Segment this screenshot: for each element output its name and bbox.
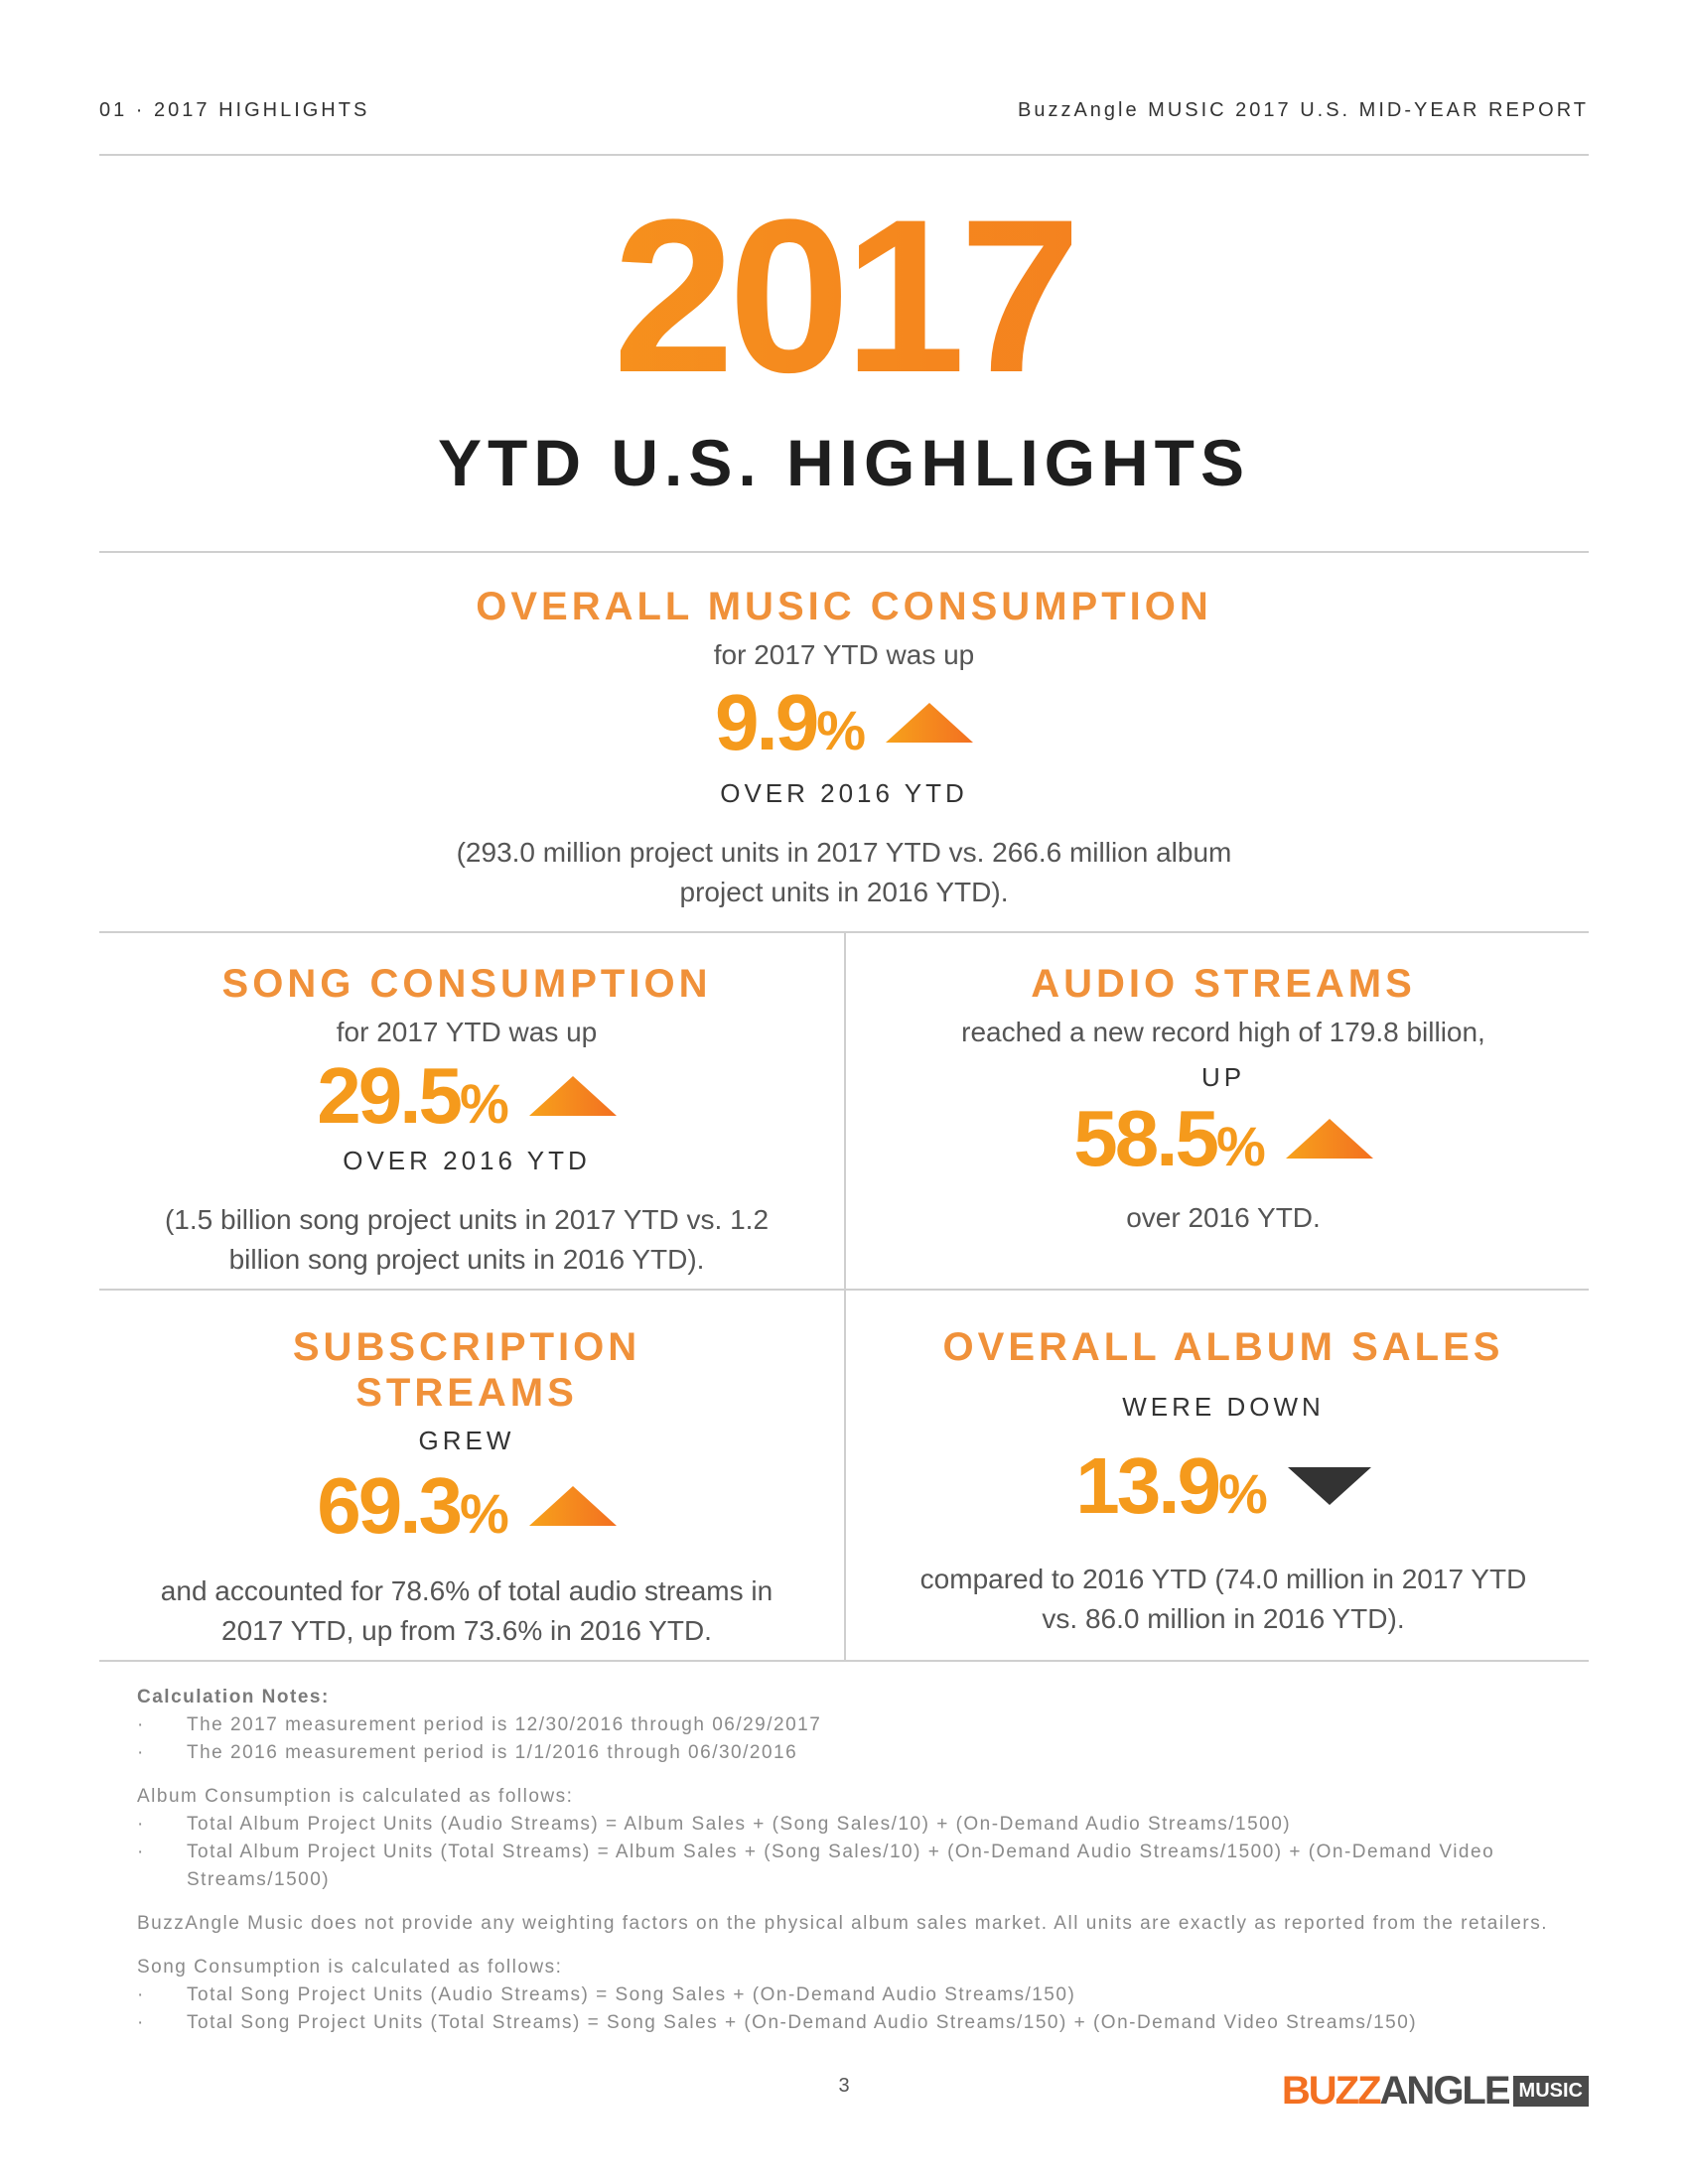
song-compare: OVER 2016 YTD <box>343 1146 591 1175</box>
hero-divider <box>99 551 1589 553</box>
album-sales-block: OVERALL ALBUM SALES WERE DOWN 13.9% comp… <box>856 1324 1591 1639</box>
album-value: 13.9% <box>1075 1441 1268 1530</box>
hero-year: 2017 <box>0 187 1688 405</box>
notes-title: Calculation Notes: <box>137 1687 330 1707</box>
arrow-up-icon <box>528 1486 617 1526</box>
overall-detail: (293.0 million project units in 2017 YTD… <box>456 837 1232 907</box>
overall-value: 9.9% <box>714 678 866 766</box>
audio-intro: reached a new record high of 179.8 billi… <box>961 1017 1485 1047</box>
subscription-streams-block: SUBSCRIPTION STREAMS GREW 69.3% and acco… <box>99 1324 834 1651</box>
song-intro: for 2017 YTD was up <box>336 1017 598 1047</box>
song-consumption-block: SONG CONSUMPTION for 2017 YTD was up 29.… <box>99 961 834 1280</box>
arrow-up-icon <box>528 1076 617 1116</box>
audio-stat: 58.5% <box>856 1099 1591 1178</box>
overall-divider <box>99 931 1589 933</box>
notes-song-intro: Song Consumption is calculated as follow… <box>137 1957 563 1978</box>
song-detail: (1.5 billion song project units in 2017 … <box>164 1204 770 1275</box>
page-number: 3 <box>838 2075 850 2097</box>
arrow-down-icon <box>1287 1467 1371 1505</box>
overall-compare: OVER 2016 YTD <box>720 778 968 808</box>
overall-consumption-block: OVERALL MUSIC CONSUMPTION for 2017 YTD w… <box>99 584 1589 912</box>
notes-weighting: BuzzAngle Music does not provide any wei… <box>137 1913 1548 1934</box>
notes-period-2016: The 2016 measurement period is 1/1/2016 … <box>137 1739 1557 1767</box>
header-divider <box>99 154 1589 156</box>
buzzangle-logo: BUZZ ANGLE MUSIC <box>1282 2069 1589 2113</box>
overall-stat: 9.9% <box>99 683 1589 762</box>
song-heading: SONG CONSUMPTION <box>221 962 712 1006</box>
notes-album-formula-total: Total Album Project Units (Total Streams… <box>137 1839 1557 1894</box>
subscription-stat: 69.3% <box>99 1466 834 1546</box>
audio-up-label: UP <box>1200 1062 1246 1092</box>
song-stat: 29.5% <box>99 1056 834 1136</box>
album-intro: WERE DOWN <box>1122 1392 1325 1422</box>
report-title: BuzzAngle MUSIC 2017 U.S. MID-YEAR REPOR… <box>1018 99 1589 121</box>
notes-period-2017: The 2017 measurement period is 12/30/201… <box>137 1711 1557 1739</box>
calculation-notes: Calculation Notes: The 2017 measurement … <box>137 1684 1557 2037</box>
notes-song-formula-total: Total Song Project Units (Total Streams)… <box>137 2009 1557 2037</box>
subscription-heading: SUBSCRIPTION STREAMS <box>292 1325 641 1415</box>
audio-streams-block: AUDIO STREAMS reached a new record high … <box>856 961 1591 1238</box>
column-divider <box>844 933 846 1660</box>
album-detail: compared to 2016 YTD (74.0 million in 20… <box>919 1564 1527 1634</box>
subscription-value: 69.3% <box>317 1461 509 1550</box>
song-value: 29.5% <box>317 1051 509 1140</box>
notes-divider <box>99 1660 1589 1662</box>
audio-value: 58.5% <box>1073 1094 1266 1182</box>
arrow-up-icon <box>1285 1119 1373 1159</box>
hero-title: YTD U.S. HIGHLIGHTS <box>437 426 1251 499</box>
notes-album-intro: Album Consumption is calculated as follo… <box>137 1786 574 1807</box>
arrow-up-icon <box>886 703 973 743</box>
audio-heading: AUDIO STREAMS <box>1031 962 1416 1006</box>
notes-song-formula-audio: Total Song Project Units (Audio Streams)… <box>137 1981 1557 2009</box>
overall-intro: for 2017 YTD was up <box>713 639 975 670</box>
subscription-intro: GREW <box>418 1426 515 1455</box>
overall-heading: OVERALL MUSIC CONSUMPTION <box>476 585 1212 628</box>
audio-detail: over 2016 YTD. <box>1126 1202 1321 1233</box>
album-stat: 13.9% <box>856 1446 1591 1526</box>
subscription-detail: and accounted for 78.6% of total audio s… <box>160 1575 774 1646</box>
album-heading: OVERALL ALBUM SALES <box>942 1325 1504 1369</box>
notes-album-formula-audio: Total Album Project Units (Audio Streams… <box>137 1811 1557 1839</box>
middle-divider <box>99 1289 1589 1291</box>
section-label: 01 · 2017 HIGHLIGHTS <box>99 99 370 121</box>
